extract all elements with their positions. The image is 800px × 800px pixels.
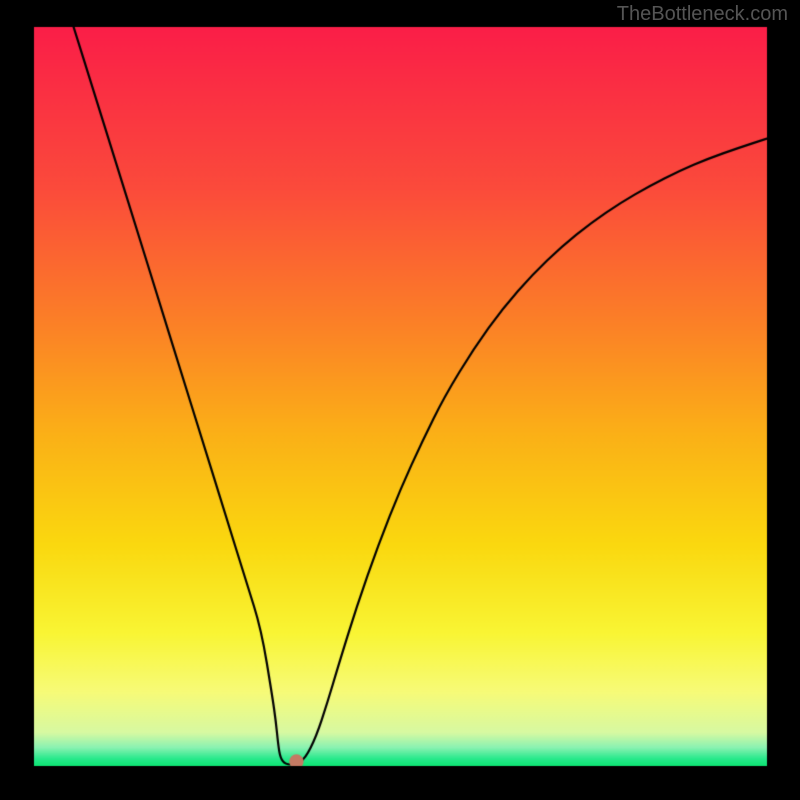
watermark-label: TheBottleneck.com bbox=[617, 3, 788, 26]
chart-container: TheBottleneck.com bbox=[0, 0, 800, 800]
bottleneck-curve-chart bbox=[0, 0, 800, 800]
